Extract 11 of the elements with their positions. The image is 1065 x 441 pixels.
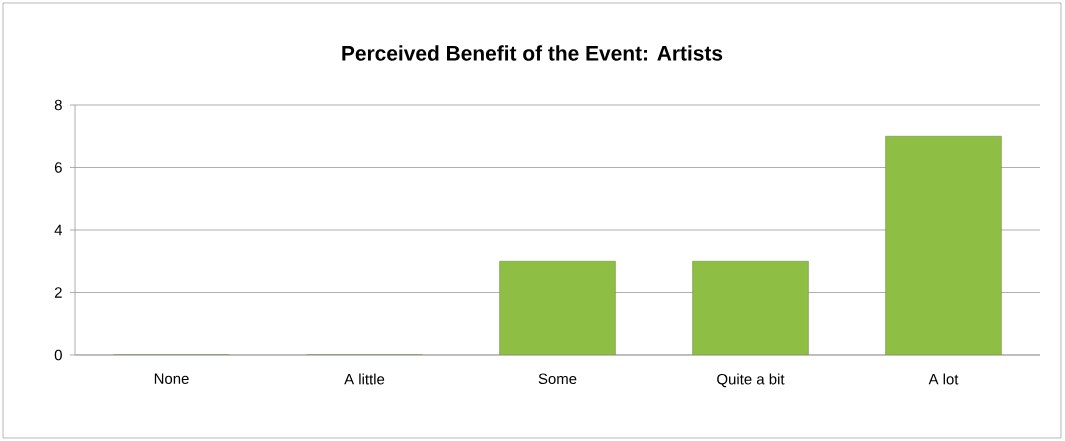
y-tick-label: 8 (54, 99, 62, 111)
y-tick-label: 0 (54, 349, 62, 361)
chart-title: Perceived Benefit of the Event: Artists (342, 45, 723, 61)
y-tick-label: 4 (54, 224, 63, 236)
x-tick-label: A little (344, 373, 385, 385)
x-tick-label: Quite a bit (717, 373, 785, 388)
x-tick-label: Some (538, 373, 577, 385)
x-tick-label: A lot (928, 373, 959, 385)
y-tick-label: 6 (54, 162, 62, 173)
x-tick-label: None (154, 373, 189, 384)
y-tick-label: 2 (54, 287, 62, 298)
